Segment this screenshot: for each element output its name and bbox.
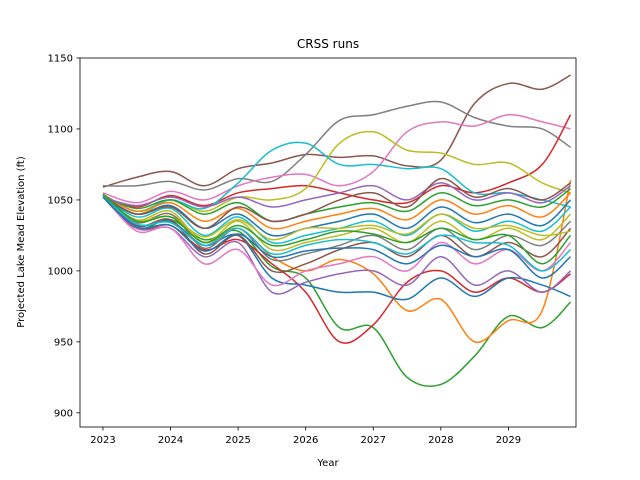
x-tick-label: 2026	[293, 435, 318, 446]
series-line-25	[102, 193, 572, 265]
y-tick-label: 950	[54, 337, 73, 348]
series-line-3	[102, 114, 571, 204]
chart-title: CRSS runs	[297, 37, 359, 51]
series-line-19	[102, 187, 572, 223]
x-axis-label: Year	[316, 458, 339, 469]
y-tick-label: 1150	[48, 54, 73, 65]
series-line-11	[102, 195, 572, 295]
series-line-21	[102, 177, 572, 230]
x-tick-label: 2027	[361, 435, 386, 446]
x-tick-label: 2023	[90, 435, 115, 446]
series-line-20	[102, 182, 572, 208]
plot-frame	[79, 57, 577, 428]
x-tick-label: 2025	[225, 435, 250, 446]
series-line-6	[102, 141, 571, 213]
y-tick-label: 1000	[48, 266, 73, 277]
y-tick-label: 1100	[48, 124, 73, 135]
series-line-23	[102, 195, 572, 272]
series-line-17	[102, 196, 572, 237]
x-tick-label: 2029	[496, 435, 521, 446]
x-tick-label: 2024	[158, 435, 183, 446]
series-line-1	[102, 74, 571, 188]
y-axis: 900 950 1000 1050 1100 1150	[48, 54, 80, 419]
series-line-24	[102, 196, 572, 279]
series-line-12	[102, 195, 572, 287]
series-line-15	[102, 196, 572, 252]
series-line-22	[102, 196, 571, 241]
y-tick-label: 900	[54, 408, 73, 419]
series-layer	[102, 74, 572, 387]
y-tick-label: 1050	[48, 195, 73, 206]
x-axis: 2023 2024 2025 2026 2027 2028 2029	[90, 427, 521, 446]
series-line-10	[102, 196, 571, 301]
x-tick-label: 2028	[428, 435, 453, 446]
series-line-18	[102, 192, 572, 230]
y-axis-label: Projected Lake Mead Elevation (ft)	[16, 156, 27, 328]
series-line-2	[102, 100, 572, 191]
